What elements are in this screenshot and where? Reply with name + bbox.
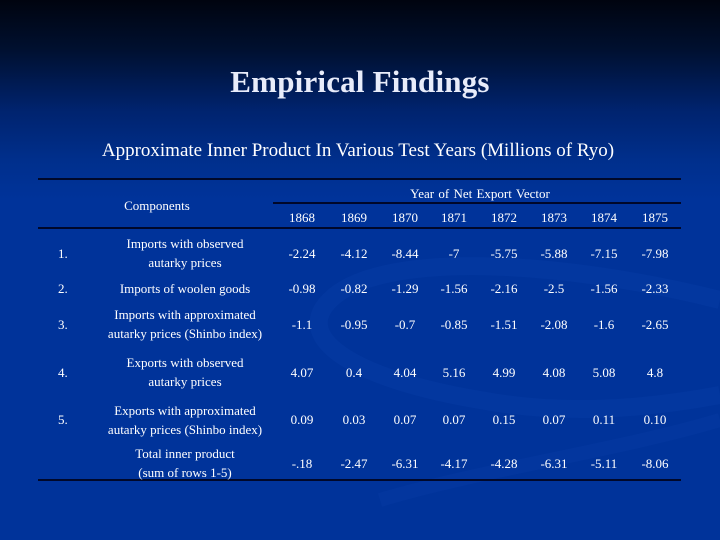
year-header-1871: 1871 — [441, 210, 467, 225]
value-cell: -2.33 — [641, 281, 669, 296]
table-caption: Approximate Inner Product In Various Tes… — [101, 140, 615, 161]
value-cell: -1.1 — [291, 317, 313, 332]
slide-title: Empirical Findings — [230, 64, 490, 99]
value-cell: 4.99 — [492, 365, 516, 380]
total-value-cell: -.18 — [291, 456, 313, 471]
value-cell: -0.7 — [394, 317, 416, 332]
row-index: 4. — [58, 365, 68, 380]
row-label-line1: Imports with approximated — [114, 307, 256, 322]
row-index: 3. — [58, 317, 68, 332]
value-cell: -1.6 — [593, 317, 615, 332]
year-group-header: Year of Net Export Vector — [410, 186, 550, 201]
value-cell: -1.56 — [440, 281, 468, 296]
value-cell: 0.4 — [345, 365, 363, 380]
total-value-cell: -2.47 — [340, 456, 368, 471]
value-cell: -4.12 — [340, 246, 368, 261]
value-cell: 0.10 — [643, 412, 667, 427]
value-cell: 4.04 — [393, 365, 417, 380]
value-cell: 0.09 — [290, 412, 314, 427]
value-cell: -7 — [448, 246, 460, 261]
value-cell: -2.24 — [288, 246, 316, 261]
value-cell: 0.07 — [393, 412, 417, 427]
value-cell: -1.51 — [490, 317, 518, 332]
total-value-cell: -4.17 — [440, 456, 468, 471]
value-cell: 4.08 — [542, 365, 566, 380]
year-group-rule — [273, 202, 681, 204]
year-header-1875: 1875 — [642, 210, 668, 225]
total-value-cell: -5.11 — [590, 456, 618, 471]
total-value-cell: -6.31 — [540, 456, 568, 471]
value-cell: -1.29 — [391, 281, 419, 296]
value-cell: -0.95 — [340, 317, 368, 332]
table-bottom-rule — [38, 479, 681, 481]
year-header-1872: 1872 — [491, 210, 517, 225]
row-label-line2: autarky prices (Shinbo index) — [107, 326, 263, 341]
value-cell: 0.07 — [442, 412, 466, 427]
value-cell: 5.16 — [442, 365, 466, 380]
row-label-line1: Imports of woolen goods — [119, 281, 251, 296]
value-cell: -2.5 — [543, 281, 565, 296]
row-label-line1: Exports with approximated — [114, 403, 256, 418]
year-header-1874: 1874 — [591, 210, 617, 225]
value-cell: -0.98 — [288, 281, 316, 296]
value-cell: 4.8 — [646, 365, 664, 380]
row-index: 1. — [58, 246, 68, 261]
year-header-1873: 1873 — [541, 210, 567, 225]
value-cell: 4.07 — [290, 365, 314, 380]
value-cell: -8.44 — [391, 246, 419, 261]
value-cell: 0.03 — [342, 412, 366, 427]
value-cell: 0.07 — [542, 412, 566, 427]
value-cell: -5.88 — [540, 246, 568, 261]
year-header-1869: 1869 — [341, 210, 367, 225]
value-cell: 0.15 — [492, 412, 516, 427]
row-label-line2: autarky prices — [148, 374, 222, 389]
components-header: Components — [124, 198, 190, 213]
value-cell: -0.82 — [340, 281, 368, 296]
value-cell: -2.08 — [540, 317, 568, 332]
total-value-cell: -6.31 — [391, 456, 419, 471]
table-top-rule — [38, 178, 681, 180]
row-index: 2. — [58, 281, 68, 296]
value-cell: -2.65 — [641, 317, 669, 332]
value-cell: -2.16 — [490, 281, 518, 296]
year-header-1868: 1868 — [289, 210, 315, 225]
total-value-cell: -8.06 — [641, 456, 669, 471]
row-label-line1: Exports with observed — [126, 355, 244, 370]
value-cell: -7.15 — [590, 246, 618, 261]
row-label-line1: Total inner product — [135, 446, 235, 461]
value-cell: -0.85 — [440, 317, 468, 332]
header-bottom-rule — [38, 227, 681, 229]
value-cell: -7.98 — [641, 246, 669, 261]
row-index: 5. — [58, 412, 68, 427]
value-cell: 0.11 — [592, 412, 616, 427]
row-label-line1: Imports with observed — [126, 236, 244, 251]
total-value-cell: -4.28 — [490, 456, 518, 471]
value-cell: -5.75 — [490, 246, 518, 261]
row-label-line2: autarky prices (Shinbo index) — [107, 422, 263, 437]
row-label-line2: autarky prices — [148, 255, 222, 270]
value-cell: -1.56 — [590, 281, 618, 296]
row-label-line2: (sum of rows 1-5) — [138, 465, 232, 480]
value-cell: 5.08 — [592, 365, 616, 380]
year-header-1870: 1870 — [392, 210, 418, 225]
